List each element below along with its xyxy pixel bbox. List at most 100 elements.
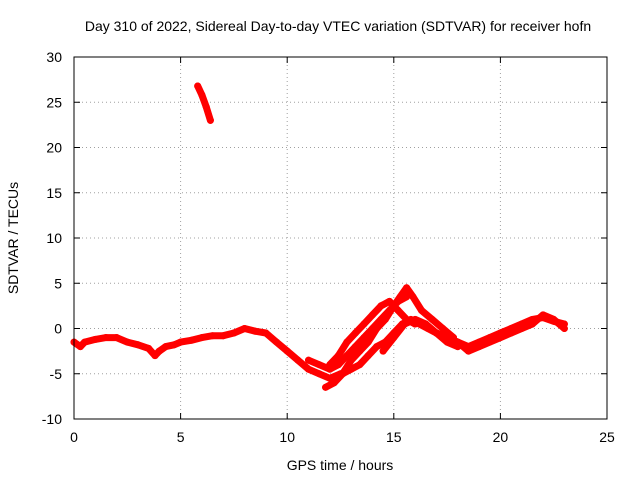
data-point xyxy=(134,341,142,349)
data-point xyxy=(390,334,398,342)
y-tick-label: 0 xyxy=(54,321,62,337)
data-point xyxy=(464,347,472,355)
data-point xyxy=(315,361,323,369)
y-tick-label: 15 xyxy=(46,185,62,201)
data-point xyxy=(360,334,368,342)
y-tick-label: 30 xyxy=(46,49,62,65)
data-point xyxy=(356,361,364,369)
grid xyxy=(74,57,607,419)
data-point xyxy=(343,338,351,346)
data-point xyxy=(377,315,385,323)
data-point xyxy=(230,329,238,337)
data-point xyxy=(439,325,447,332)
data-point xyxy=(170,341,178,349)
data-point xyxy=(305,356,313,364)
data-point xyxy=(334,361,342,369)
data-point xyxy=(403,293,411,301)
plot-area xyxy=(70,82,568,391)
data-point xyxy=(422,320,430,328)
y-tick-label: 20 xyxy=(46,140,62,156)
data-point xyxy=(206,116,214,124)
data-point xyxy=(347,365,355,373)
x-tick-label: 0 xyxy=(70,429,78,445)
data-point xyxy=(356,347,364,355)
data-point xyxy=(155,347,163,355)
data-point xyxy=(386,306,394,314)
data-point xyxy=(507,329,515,337)
data-point xyxy=(162,343,170,351)
data-point xyxy=(273,338,281,346)
data-point xyxy=(315,370,323,378)
y-tick-label: -5 xyxy=(50,366,63,382)
data-point xyxy=(343,352,351,360)
data-point xyxy=(102,334,110,342)
data-point xyxy=(194,82,202,90)
data-point xyxy=(151,352,159,360)
chart-title: Day 310 of 2022, Sidereal Day-to-day VTE… xyxy=(85,18,591,34)
data-point xyxy=(294,356,302,364)
x-tick-label: 5 xyxy=(177,429,185,445)
data-point xyxy=(528,320,536,328)
data-point xyxy=(334,352,342,360)
data-point xyxy=(496,334,504,342)
x-tick-label: 20 xyxy=(493,429,509,445)
data-point xyxy=(241,325,249,332)
data-point xyxy=(394,297,402,305)
data-point xyxy=(330,374,338,382)
data-point xyxy=(198,91,206,99)
data-point xyxy=(443,334,451,342)
y-axis-label: SDTVAR / TECUs xyxy=(5,182,21,294)
data-point xyxy=(386,297,394,305)
data-point xyxy=(81,338,89,346)
series-band xyxy=(194,82,214,124)
data-point xyxy=(145,344,153,352)
series-track-b xyxy=(305,293,411,373)
data-point xyxy=(560,325,568,332)
data-point xyxy=(187,336,195,344)
data-point xyxy=(76,343,84,351)
data-point xyxy=(339,370,347,378)
data-point xyxy=(550,315,558,323)
data-point xyxy=(428,315,436,323)
series-track-f xyxy=(432,311,568,355)
axis-ticks: 0 5 10 15 20 25 -10 -5 0 5 10 15 20 25 30 xyxy=(42,49,615,445)
data-point xyxy=(518,325,526,332)
y-tick-label: 5 xyxy=(54,275,62,291)
data-point xyxy=(379,347,387,355)
data-point xyxy=(400,320,408,328)
x-axis-label: GPS time / hours xyxy=(287,457,394,473)
data-point xyxy=(409,293,417,301)
x-tick-label: 25 xyxy=(599,429,615,445)
data-point xyxy=(91,335,99,343)
data-point xyxy=(377,302,385,310)
data-point xyxy=(305,365,313,373)
x-tick-label: 15 xyxy=(386,429,402,445)
data-point xyxy=(209,332,217,340)
data-point xyxy=(177,338,185,346)
y-tick-label: -10 xyxy=(42,411,62,427)
data-point xyxy=(351,343,359,351)
data-point xyxy=(283,347,291,355)
data-point xyxy=(322,383,330,391)
data-point xyxy=(373,343,381,351)
data-point xyxy=(368,325,376,332)
x-tick-label: 10 xyxy=(279,429,295,445)
series-main-track xyxy=(70,325,344,382)
y-tick-label: 10 xyxy=(46,230,62,246)
data-point xyxy=(262,329,270,337)
series-isolated-segment xyxy=(194,82,214,124)
data-point xyxy=(394,306,402,314)
data-point xyxy=(251,327,259,335)
y-tick-label: 25 xyxy=(46,94,62,110)
data-point xyxy=(364,352,372,360)
data-point xyxy=(411,315,419,323)
data-point xyxy=(202,103,210,111)
data-point xyxy=(351,329,359,337)
data-point xyxy=(360,320,368,328)
data-point xyxy=(454,338,462,346)
data-point xyxy=(486,338,494,346)
data-point xyxy=(418,306,426,314)
data-point xyxy=(403,284,411,292)
